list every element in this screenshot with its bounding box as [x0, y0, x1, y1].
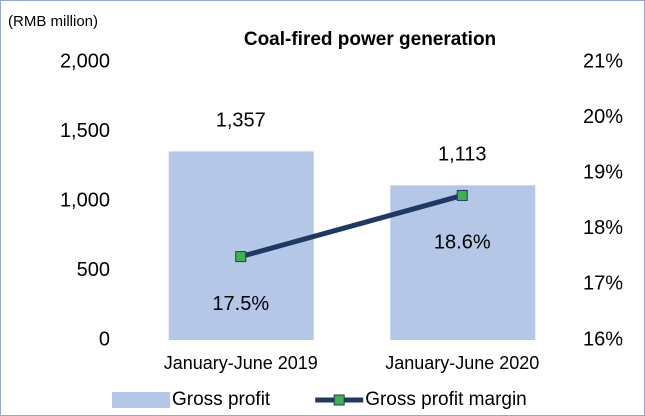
- y2-tick-label: 17%: [583, 273, 623, 295]
- y2-tick-label: 20%: [583, 106, 623, 128]
- y2-tick-label: 21%: [583, 50, 623, 72]
- x-tick-label: January-June 2020: [385, 353, 539, 373]
- marker: [235, 251, 247, 263]
- data-label: 1,357: [216, 110, 266, 132]
- legend-label: Gross profit margin: [365, 389, 527, 410]
- data-label: 18.6%: [434, 232, 491, 254]
- legend-label: Gross profit: [172, 389, 271, 410]
- y-tick-label: 0: [99, 328, 110, 350]
- legend-marker: [333, 394, 345, 406]
- y2-tick-label: 19%: [583, 161, 623, 183]
- marker: [456, 189, 468, 201]
- line: [240, 193, 463, 260]
- chart-title: Coal-fired power generation: [244, 29, 496, 50]
- x-tick-label: January-June 2019: [164, 353, 318, 373]
- y-tick-label: 2,000: [60, 50, 110, 72]
- y-tick-label: 1,500: [60, 120, 110, 142]
- legend-swatch: [112, 392, 170, 408]
- data-label: 1,113: [438, 144, 487, 166]
- y2-tick-label: 16%: [583, 328, 623, 350]
- y-tick-label: 1,000: [60, 189, 110, 211]
- y-tick-label: 500: [77, 259, 110, 281]
- data-label: 17.5%: [212, 293, 269, 315]
- y2-tick-label: 18%: [583, 217, 623, 239]
- unit-label: (RMB million): [8, 13, 98, 30]
